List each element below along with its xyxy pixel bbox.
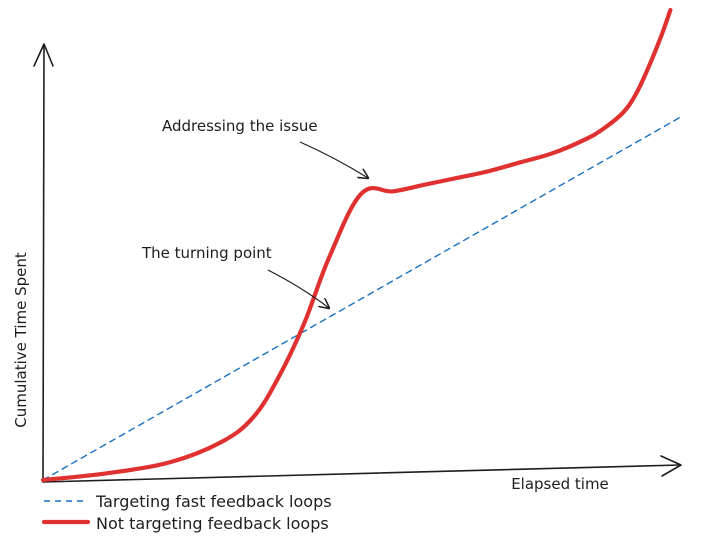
x-axis-label: Elapsed time	[511, 475, 609, 493]
y-axis	[42, 44, 45, 483]
series-layer	[40, 7, 681, 483]
legend: Targeting fast feedback loops Not target…	[41, 492, 332, 533]
legend-item-no-feedback: Not targeting feedback loops	[41, 514, 329, 533]
annotation-turning-point: The turning point	[141, 244, 272, 262]
series-line-fast-feedback	[42, 116, 681, 481]
y-axis-arrowhead	[33, 43, 54, 67]
legend-label-fast-feedback: Targeting fast feedback loops	[95, 492, 332, 511]
axes	[33, 43, 682, 483]
legend-item-fast-feedback: Targeting fast feedback loops	[44, 492, 332, 511]
series-line-no-feedback	[40, 7, 673, 483]
y-axis-label: Cumulative Time Spent	[12, 252, 30, 428]
annotations: Addressing the issue The turning point	[141, 117, 368, 308]
x-axis	[42, 464, 681, 483]
x-axis-arrowhead	[660, 455, 682, 477]
annotation-addressing-issue: Addressing the issue	[162, 117, 318, 135]
annotation-addressing-issue-pointer	[299, 141, 368, 178]
annotation-turning-point-pointer	[267, 269, 329, 308]
legend-label-no-feedback: Not targeting feedback loops	[96, 514, 329, 533]
